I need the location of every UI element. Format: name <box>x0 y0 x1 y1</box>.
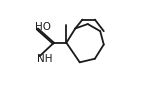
Text: NH: NH <box>37 54 52 64</box>
Text: HO: HO <box>35 22 51 32</box>
